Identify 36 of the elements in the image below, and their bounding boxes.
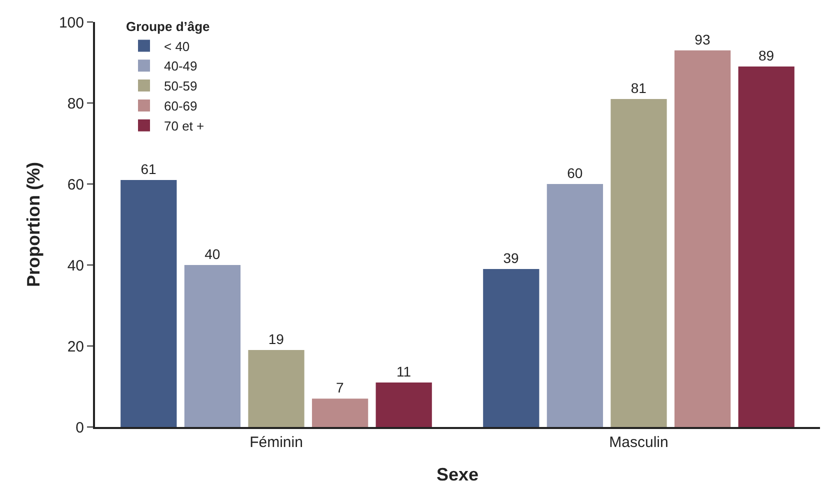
legend-title: Groupe d’âge (126, 18, 210, 34)
bar (248, 350, 304, 427)
legend-label: 60-69 (164, 98, 198, 114)
y-tick-label: 0 (76, 419, 84, 436)
y-tick-label: 20 (67, 338, 84, 356)
bar (184, 265, 241, 427)
legend-label: 40-49 (164, 58, 198, 74)
bar (120, 180, 177, 427)
bar (674, 50, 731, 427)
data-label: 39 (503, 250, 520, 266)
data-label: 40 (204, 246, 220, 262)
y-tick-label: 60 (67, 176, 84, 194)
data-label: 7 (336, 380, 344, 396)
x-tick-label: Féminin (250, 434, 303, 451)
data-label: 11 (396, 363, 412, 380)
bar (483, 269, 540, 427)
y-tick-label: 80 (67, 95, 84, 112)
data-label: 19 (268, 331, 284, 348)
y-axis-title: Proportion (%) (24, 162, 44, 287)
x-tick-label: Masculin (609, 434, 668, 451)
bar (610, 98, 667, 427)
data-label: 81 (630, 80, 647, 96)
data-label: 89 (758, 48, 774, 64)
y-tick-label: 100 (58, 14, 84, 32)
data-label: 60 (567, 165, 583, 181)
x-axis-title: Sexe (436, 464, 479, 485)
bar (546, 184, 604, 427)
y-tick-label: 40 (67, 257, 84, 274)
legend-label: < 40 (164, 38, 190, 54)
bar (312, 398, 368, 427)
bar (738, 66, 794, 427)
data-label: 93 (694, 31, 710, 48)
legend-label: 70 et + (164, 118, 204, 134)
bar (376, 382, 432, 427)
legend-label: 50-59 (164, 78, 198, 94)
data-label: 61 (140, 160, 157, 177)
